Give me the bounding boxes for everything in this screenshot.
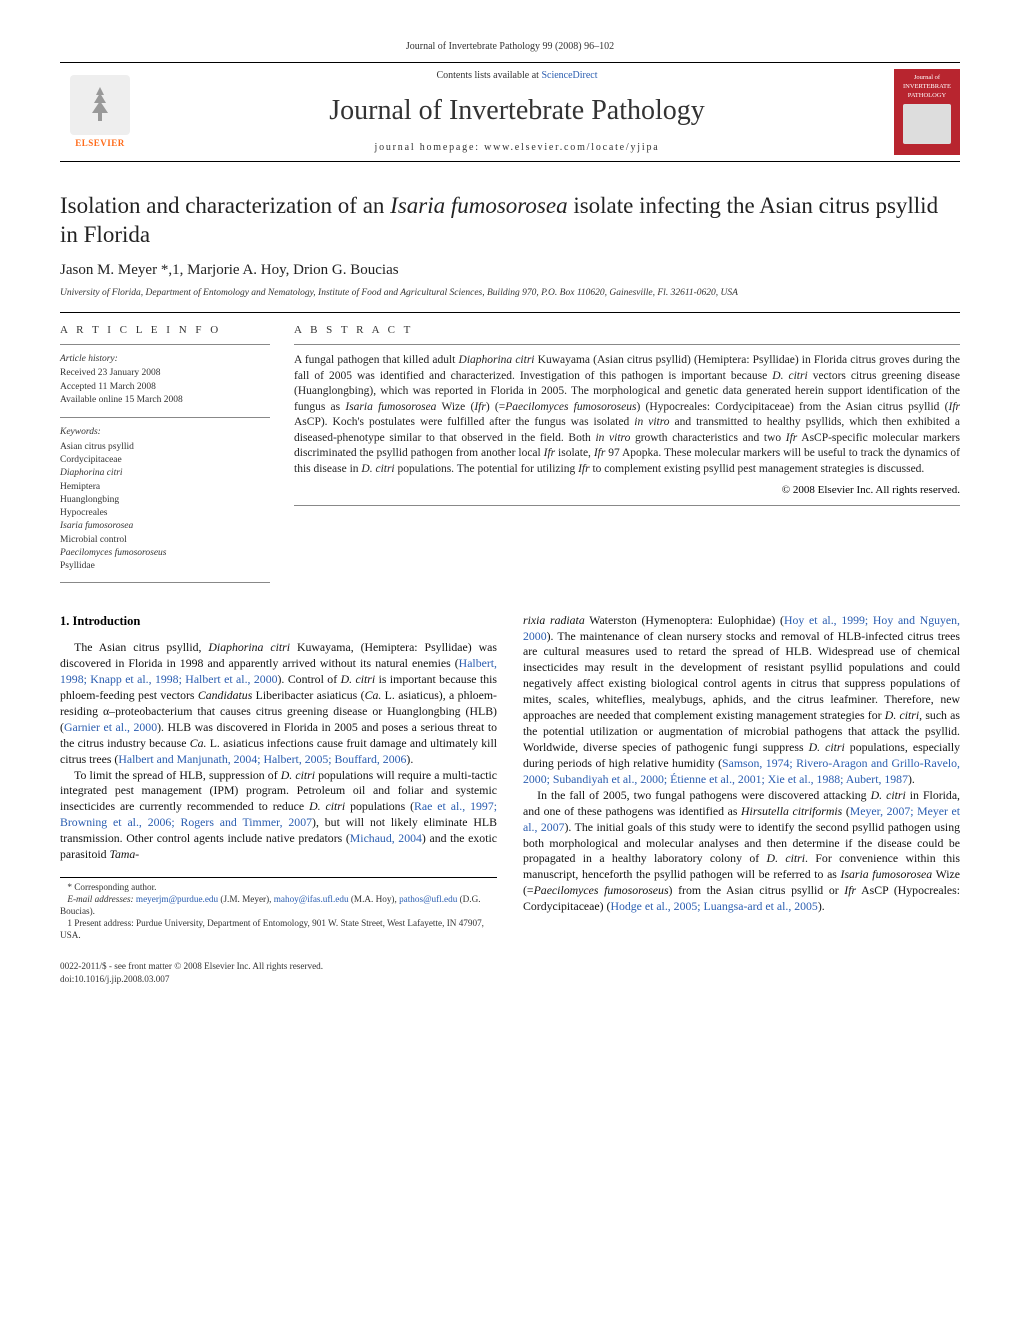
elsevier-logo: ELSEVIER (60, 75, 140, 150)
journal-title: Journal of Invertebrate Pathology (140, 91, 894, 130)
keyword: Hypocreales (60, 507, 270, 520)
divider (60, 344, 270, 345)
body-text-col2: rixia radiata Waterston (Hymenoptera: Eu… (523, 613, 960, 916)
journal-masthead: ELSEVIER Contents lists available at Sci… (60, 62, 960, 162)
keyword: Microbial control (60, 534, 270, 547)
keywords-title: Keywords: (60, 426, 270, 439)
body-text-col1: The Asian citrus psyllid, Diaphorina cit… (60, 640, 497, 863)
keyword: Hemiptera (60, 481, 270, 494)
elsevier-wordmark: ELSEVIER (75, 137, 125, 150)
cover-image-icon (903, 104, 951, 144)
keyword: Diaphorina citri (60, 467, 270, 480)
keyword: Cordycipitaceae (60, 454, 270, 467)
running-header: Journal of Invertebrate Pathology 99 (20… (60, 40, 960, 54)
abstract-copyright: © 2008 Elsevier Inc. All rights reserved… (294, 483, 960, 498)
divider (294, 505, 960, 506)
journal-homepage: journal homepage: www.elsevier.com/locat… (140, 141, 894, 155)
elsevier-tree-icon (70, 75, 130, 135)
history-line: Received 23 January 2008 (60, 367, 270, 380)
footer-copyright: 0022-2011/$ - see front matter © 2008 El… (60, 960, 960, 986)
keyword: Huanglongbing (60, 494, 270, 507)
divider (60, 582, 270, 583)
history-line: Accepted 11 March 2008 (60, 381, 270, 394)
history-line: Available online 15 March 2008 (60, 394, 270, 407)
present-address-note: 1 Present address: Purdue University, De… (60, 918, 497, 942)
email-addresses: E-mail addresses: meyerjm@purdue.edu (J.… (60, 894, 497, 918)
author-affiliation: University of Florida, Department of Ent… (60, 287, 960, 300)
journal-cover-thumbnail: Journal of INVERTEBRATE PATHOLOGY (894, 69, 960, 155)
article-title: Isolation and characterization of an Isa… (60, 192, 960, 250)
author-list: Jason M. Meyer *,1, Marjorie A. Hoy, Dri… (60, 260, 960, 281)
contents-available: Contents lists available at ScienceDirec… (140, 69, 894, 83)
corresponding-author-note: * Corresponding author. (60, 882, 497, 894)
divider (60, 312, 960, 313)
keyword: Isaria fumosorosea (60, 520, 270, 533)
keyword: Paecilomyces fumosoroseus (60, 547, 270, 560)
footnotes: * Corresponding author. E-mail addresses… (60, 877, 497, 942)
keyword: Asian citrus psyllid (60, 441, 270, 454)
history-title: Article history: (60, 353, 270, 366)
divider (60, 417, 270, 418)
divider (294, 344, 960, 345)
abstract-text: A fungal pathogen that killed adult Diap… (294, 353, 960, 477)
keyword: Psyllidae (60, 560, 270, 573)
article-info-label: A R T I C L E I N F O (60, 323, 270, 338)
sciencedirect-link[interactable]: ScienceDirect (541, 70, 597, 81)
section-heading-intro: 1. Introduction (60, 613, 497, 631)
abstract-label: A B S T R A C T (294, 323, 960, 338)
